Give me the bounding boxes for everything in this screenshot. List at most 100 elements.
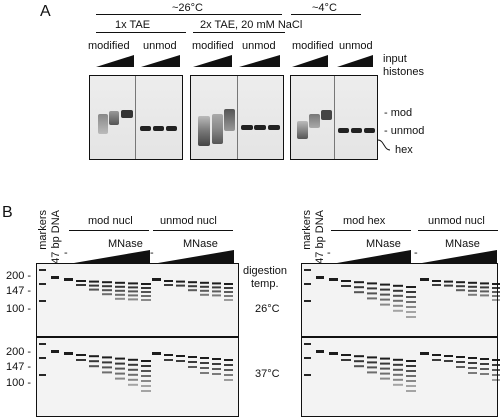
band-label-hex: hex — [395, 144, 413, 156]
gel-band — [128, 290, 138, 293]
temp-37-label: 37°C — [255, 368, 280, 380]
gel-band — [321, 110, 332, 120]
gel-band — [188, 356, 197, 358]
gel-band — [102, 356, 112, 359]
gel-band — [480, 358, 489, 360]
gel-band — [367, 371, 377, 374]
gel-band — [121, 110, 133, 118]
unmod-nucl-label-right: unmod nucl — [428, 215, 485, 227]
gel-band — [164, 354, 173, 356]
unmod-nucl-underline — [153, 230, 233, 231]
gel-band — [200, 357, 209, 359]
gel-band — [102, 361, 112, 364]
temp-warm-divider — [96, 14, 282, 15]
gel-band — [480, 373, 489, 375]
dash-label: - — [150, 247, 154, 259]
gel-band — [64, 278, 73, 281]
input-histones-label-1: input — [383, 53, 407, 65]
gel-band — [200, 293, 209, 296]
gel-band — [152, 352, 161, 355]
gel-band — [406, 286, 416, 288]
gel-band — [468, 367, 477, 369]
gel-band — [309, 114, 320, 128]
gel-band — [200, 281, 209, 284]
gel-band — [480, 368, 489, 370]
gel-band — [141, 370, 151, 372]
digestion-temp-label: temp. — [251, 278, 279, 290]
gel-a-1 — [89, 75, 183, 160]
gel-band — [432, 284, 441, 286]
gel-band — [212, 363, 221, 365]
gel-band — [115, 377, 125, 380]
gel-band — [164, 284, 173, 286]
hex-pointer-icon — [377, 139, 391, 151]
gel-band — [492, 374, 500, 376]
gel-band — [354, 281, 364, 284]
gel-band — [380, 357, 390, 360]
gel-band — [188, 366, 197, 368]
gel-band — [188, 289, 197, 292]
gel-band — [128, 298, 138, 301]
gel-band — [297, 121, 308, 139]
band-label-mod: - mod — [384, 107, 413, 119]
gel-divider — [237, 76, 238, 159]
gel-band — [198, 116, 210, 146]
gel-band — [224, 291, 233, 293]
gel-band — [364, 128, 375, 133]
gel-band — [128, 363, 138, 366]
gel-band — [76, 284, 86, 286]
gel-band — [406, 316, 416, 318]
gel-band — [115, 285, 125, 288]
gel-band — [468, 372, 477, 374]
gel-band — [128, 294, 138, 297]
gel-band — [176, 355, 185, 357]
temp-cold-divider — [291, 14, 361, 15]
dash-label: - — [414, 247, 418, 259]
mod-nucl-label: mod nucl — [88, 215, 133, 227]
gel-band — [224, 379, 233, 381]
gel-band — [224, 364, 233, 366]
gel-band — [212, 373, 221, 375]
gel-band — [393, 378, 403, 381]
gel-band — [304, 357, 311, 359]
titration-wedge-icon — [74, 250, 150, 263]
gel-divider — [334, 76, 335, 159]
gel-band — [128, 378, 138, 381]
gel-band — [128, 368, 138, 371]
gel-band — [109, 111, 119, 125]
gel-band — [115, 357, 125, 360]
gel-band — [102, 289, 112, 292]
gel-band — [367, 366, 377, 369]
gel-band — [406, 360, 416, 362]
gel-band — [141, 375, 151, 377]
gel-band — [406, 375, 416, 377]
gel-band — [338, 128, 349, 133]
gel-band — [480, 363, 489, 365]
gel-band — [200, 367, 209, 369]
gel-band — [51, 350, 59, 353]
input-histones-label-2: histones — [383, 66, 424, 78]
mnase-label: MNase — [366, 238, 401, 250]
gel-band — [351, 128, 362, 133]
gel-band — [224, 374, 233, 376]
gel-band — [89, 280, 99, 283]
gel-band — [115, 362, 125, 365]
gel-band — [492, 291, 500, 293]
gel-band — [456, 356, 465, 358]
gel-band — [152, 278, 161, 281]
gel-band — [39, 374, 46, 376]
mnase-label: MNase — [108, 238, 143, 250]
ladder-200-bottom: 200 - — [6, 346, 32, 358]
gel-band — [393, 294, 403, 297]
gel-band — [380, 293, 390, 296]
dash-label: - — [64, 247, 68, 259]
gel-band — [406, 311, 416, 313]
gel-band — [115, 293, 125, 296]
gel-band — [480, 290, 489, 293]
gel-band — [141, 287, 151, 289]
gel-band — [224, 283, 233, 285]
gel-band — [432, 280, 441, 282]
gel-band — [200, 372, 209, 374]
